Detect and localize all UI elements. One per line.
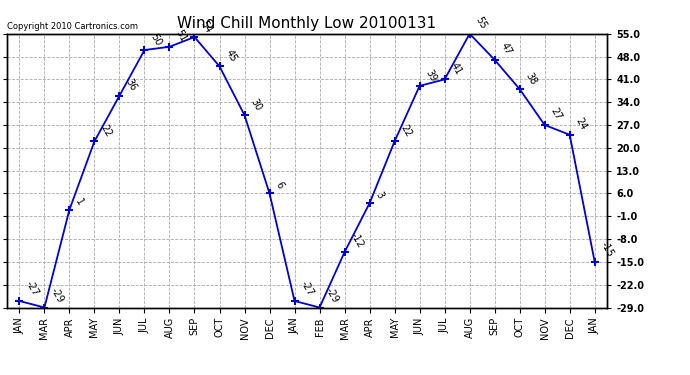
- Text: 51: 51: [174, 28, 188, 44]
- Text: 47: 47: [499, 41, 513, 57]
- Text: Copyright 2010 Cartronics.com: Copyright 2010 Cartronics.com: [7, 22, 138, 31]
- Text: 36: 36: [124, 77, 139, 93]
- Text: -27: -27: [23, 279, 40, 298]
- Text: 41: 41: [448, 61, 464, 76]
- Title: Wind Chill Monthly Low 20100131: Wind Chill Monthly Low 20100131: [177, 16, 437, 31]
- Text: 3: 3: [374, 190, 386, 200]
- Text: 30: 30: [248, 97, 264, 112]
- Text: -12: -12: [348, 231, 365, 249]
- Text: 22: 22: [99, 123, 114, 138]
- Text: 22: 22: [399, 123, 414, 138]
- Text: 38: 38: [524, 71, 539, 86]
- Text: 55: 55: [474, 15, 489, 31]
- Text: 54: 54: [199, 18, 213, 34]
- Text: -29: -29: [324, 286, 340, 305]
- Text: 50: 50: [148, 32, 164, 47]
- Text: 39: 39: [424, 68, 439, 83]
- Text: 27: 27: [549, 106, 564, 122]
- Text: -29: -29: [48, 286, 65, 305]
- Text: 24: 24: [574, 116, 589, 132]
- Text: 45: 45: [224, 48, 239, 63]
- Text: -15: -15: [599, 240, 615, 259]
- Text: 6: 6: [274, 180, 286, 190]
- Text: -27: -27: [299, 279, 315, 298]
- Text: 1: 1: [74, 196, 86, 207]
